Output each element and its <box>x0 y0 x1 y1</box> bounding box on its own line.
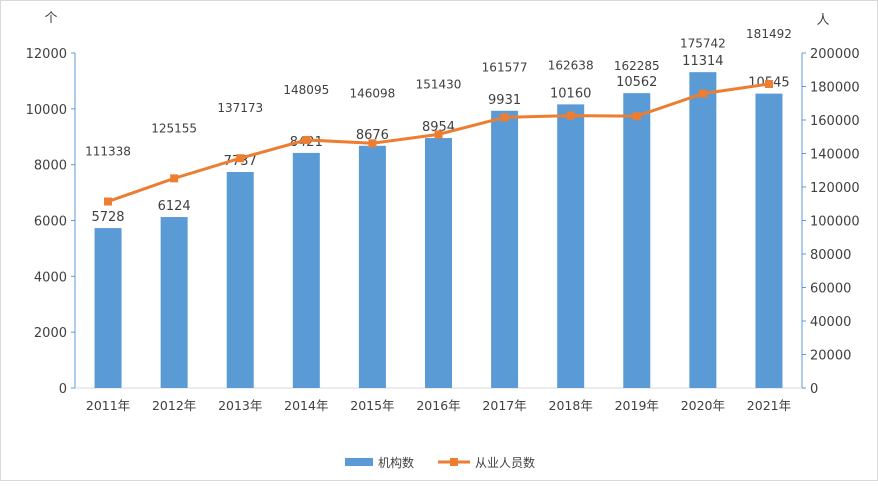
line-marker <box>170 174 179 183</box>
x-tick-label: 2015年 <box>350 398 394 413</box>
left-axis-unit: 个 <box>44 11 57 26</box>
left-tick-label: 12000 <box>26 47 67 62</box>
left-tick-label: 0 <box>59 382 67 397</box>
left-tick-label: 2000 <box>34 326 67 341</box>
line-marker <box>764 80 773 89</box>
line-value-label: 151430 <box>416 77 462 91</box>
line-value-label: 181492 <box>746 27 792 41</box>
line-marker <box>566 111 575 120</box>
bar <box>491 110 519 388</box>
right-tick-label: 160000 <box>810 114 860 129</box>
x-tick-label: 2018年 <box>549 398 593 413</box>
x-tick-label: 2017年 <box>482 398 526 413</box>
line-marker <box>236 154 245 163</box>
right-tick-label: 120000 <box>810 181 860 196</box>
legend-label: 从业人员数 <box>475 455 535 470</box>
line-value-label: 161577 <box>482 60 528 74</box>
bar-value-label: 10160 <box>550 86 591 101</box>
line-value-label: 162638 <box>548 59 594 73</box>
right-tick-label: 20000 <box>810 349 851 364</box>
line-marker <box>698 89 707 98</box>
line-value-label: 146098 <box>350 86 396 100</box>
left-tick-label: 8000 <box>34 159 67 174</box>
legend-bar-swatch <box>345 458 373 466</box>
line-value-label: 148095 <box>283 83 329 97</box>
left-tick-label: 6000 <box>34 215 67 230</box>
bar <box>358 145 386 388</box>
line-marker <box>302 135 311 144</box>
x-tick-label: 2014年 <box>284 398 328 413</box>
bar <box>623 93 651 388</box>
bar-value-label: 6124 <box>158 199 191 214</box>
line-marker <box>434 130 443 139</box>
x-tick-label: 2013年 <box>218 398 262 413</box>
bar <box>226 172 254 388</box>
left-tick-label: 10000 <box>26 103 67 118</box>
right-tick-label: 0 <box>810 382 818 397</box>
x-tick-label: 2016年 <box>416 398 460 413</box>
x-tick-label: 2012年 <box>152 398 196 413</box>
x-tick-label: 2019年 <box>615 398 659 413</box>
right-tick-label: 180000 <box>810 81 860 96</box>
line-value-label: 125155 <box>151 121 197 135</box>
line-marker <box>104 197 113 206</box>
right-tick-label: 80000 <box>810 248 851 263</box>
bar <box>94 228 122 388</box>
bar <box>160 217 188 388</box>
x-tick-label: 2020年 <box>681 398 725 413</box>
line-value-label: 111338 <box>85 145 131 159</box>
line-value-label: 175742 <box>680 37 726 51</box>
bar <box>755 93 783 389</box>
right-tick-label: 100000 <box>810 215 860 230</box>
right-tick-label: 140000 <box>810 148 860 163</box>
x-tick-label: 2021年 <box>747 398 791 413</box>
right-tick-label: 200000 <box>810 47 860 62</box>
line-value-label: 162285 <box>614 59 660 73</box>
x-tick-label: 2011年 <box>86 398 130 413</box>
bar-value-label: 8676 <box>356 128 389 143</box>
line-marker <box>500 113 509 122</box>
bar <box>557 104 585 388</box>
line-marker <box>368 139 377 148</box>
bar <box>689 72 717 389</box>
bar <box>425 138 452 388</box>
bar-value-label: 5728 <box>91 210 124 225</box>
right-tick-label: 40000 <box>810 315 851 330</box>
right-axis-unit: 人 <box>816 13 829 28</box>
bar-value-label: 10562 <box>616 75 657 90</box>
legend-label: 机构数 <box>378 455 414 470</box>
bar <box>292 152 320 388</box>
left-tick-label: 4000 <box>34 270 67 285</box>
bar-value-label: 9931 <box>488 93 521 108</box>
line-value-label: 137173 <box>217 101 263 115</box>
bar-value-label: 11314 <box>682 54 723 69</box>
right-tick-label: 60000 <box>810 282 851 297</box>
line-marker <box>632 112 641 121</box>
legend-line-marker <box>450 458 458 466</box>
